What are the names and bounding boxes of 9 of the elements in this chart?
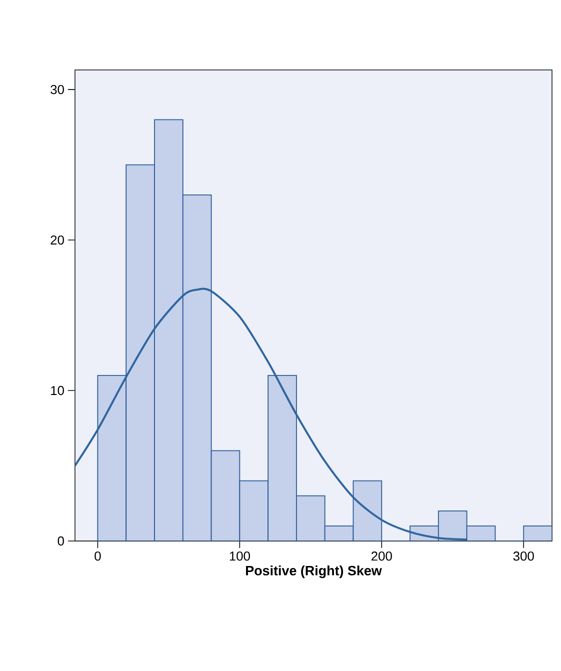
x-tick-label: 0: [94, 552, 101, 561]
x-tick-label: 100: [230, 552, 250, 561]
y-tick-label: 10: [51, 386, 64, 396]
x-tick-label: 200: [371, 552, 392, 561]
y-tick-label: 0: [58, 536, 64, 546]
x-tick-label: 300: [513, 552, 534, 561]
x-axis-title: Positive (Right) Skew: [246, 566, 382, 578]
y-tick-label: 20: [50, 235, 64, 245]
y-tick-label: 30: [50, 84, 64, 94]
